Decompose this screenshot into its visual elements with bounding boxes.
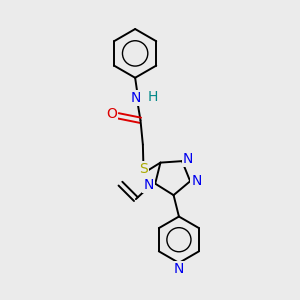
Text: S: S (139, 162, 148, 176)
Text: N: N (143, 178, 154, 192)
Text: O: O (106, 107, 117, 121)
Text: N: N (131, 91, 141, 105)
Text: N: N (191, 174, 202, 188)
Text: N: N (174, 262, 184, 276)
Text: H: H (148, 90, 158, 104)
Text: N: N (183, 152, 193, 166)
